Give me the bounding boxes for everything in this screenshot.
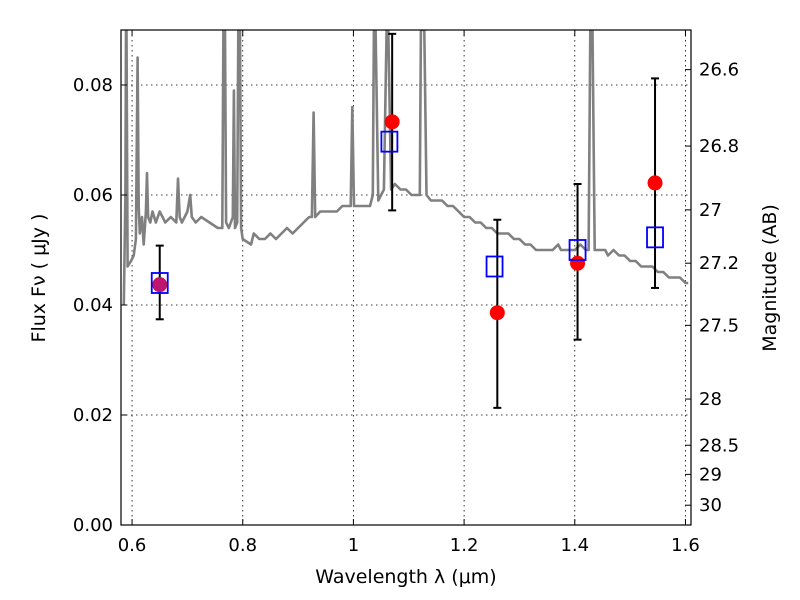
y-axis-title: Flux Fν ( μJy ) [28, 214, 50, 343]
observed-flux-point [384, 114, 400, 130]
x-axis-title: Wavelength λ (μm) [315, 566, 496, 588]
y-tick-label: 0.00 [73, 515, 113, 536]
x-tick-label: 0.8 [228, 535, 257, 556]
x-tick-label: 1 [348, 535, 359, 556]
x-tick-label: 1.2 [450, 535, 479, 556]
y-tick-label: 0.06 [73, 185, 113, 206]
y2-tick-label: 28.5 [699, 435, 739, 456]
observed-flux-point [647, 175, 663, 191]
y2-axis-title: Magnitude (AB) [759, 204, 781, 352]
axes: 0.6 0.8 1 1.2 1.4 1.6 0.00 0.02 0.04 0.06 0.08 26.6… [73, 30, 739, 556]
y-tick-label: 0.08 [73, 75, 113, 96]
y2-tick-label: 28 [699, 389, 722, 410]
y2-tick-label: 27.2 [699, 253, 739, 274]
y2-tick-label: 26.6 [699, 60, 739, 81]
observed-flux-point [489, 305, 505, 321]
y-tick-label: 0.02 [73, 405, 113, 426]
x-tick-label: 1.6 [671, 535, 700, 556]
y-tick-label: 0.04 [73, 295, 113, 316]
model-flux-square [380, 130, 399, 153]
y2-tick-label: 26.8 [699, 136, 739, 157]
y2-tick-label: 27.5 [699, 315, 739, 336]
grid [121, 30, 691, 525]
overlap-point [152, 277, 167, 292]
model-flux-square [150, 272, 169, 294]
model-flux-square [646, 226, 664, 249]
y2-tick-label: 30 [699, 495, 722, 516]
y2-tick-label: 29 [699, 464, 722, 485]
plot-area [122, 30, 689, 409]
observed-flux-point [570, 255, 586, 271]
y2-tick-label: 27 [699, 200, 722, 221]
model-flux-square [485, 255, 504, 278]
x-tick-label: 0.6 [118, 535, 147, 556]
model-flux-square [568, 239, 587, 261]
x-tick-label: 1.4 [560, 535, 589, 556]
plot-frame [120, 29, 692, 526]
